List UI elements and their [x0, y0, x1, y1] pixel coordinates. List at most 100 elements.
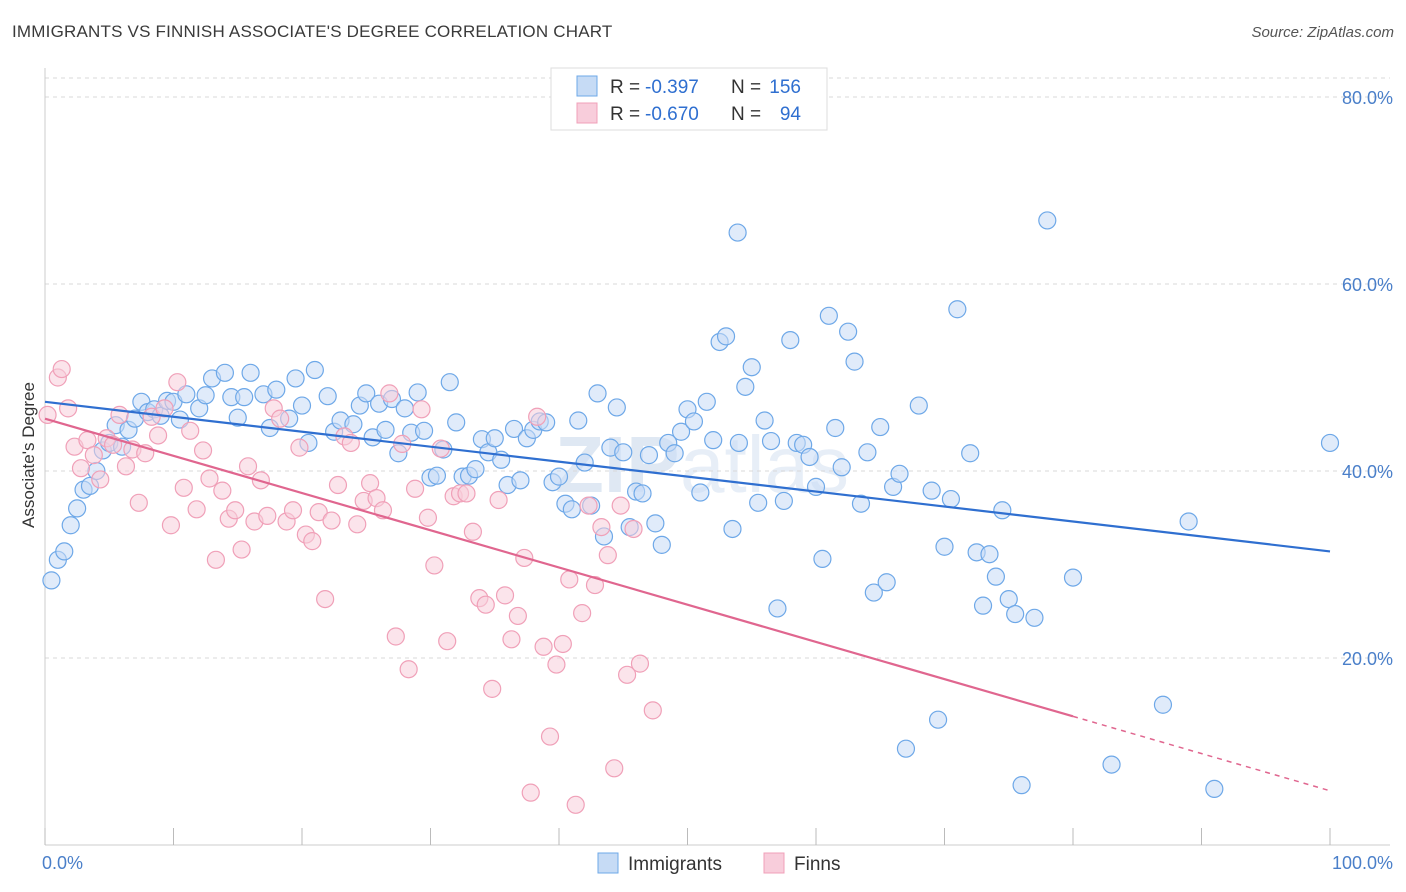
immigrants-point — [607, 398, 626, 417]
series-legend: Immigrants Finns — [597, 852, 840, 875]
immigrants-point — [376, 420, 395, 439]
immigrants-point — [639, 446, 659, 465]
immigrants-point — [819, 306, 838, 325]
immigrants-point — [1320, 433, 1340, 453]
immigrants-point — [736, 377, 755, 396]
immigrants-point — [928, 710, 948, 729]
finns-point — [476, 595, 495, 614]
finns-point — [155, 399, 174, 418]
immigrants-point — [511, 471, 530, 490]
finns-point — [495, 586, 515, 605]
immigrants-point — [305, 360, 324, 380]
legend-swatch-immigrants — [576, 75, 598, 97]
finns-point — [238, 457, 258, 476]
finns-point — [283, 501, 303, 520]
y-tick-label-40: 40.0% — [1342, 462, 1393, 482]
immigrants-point — [922, 481, 941, 500]
chart-title: IMMIGRANTS VS FINNISH ASSOCIATE'S DEGREE… — [12, 22, 613, 41]
immigrants-point — [1063, 568, 1083, 587]
immigrants-point — [697, 392, 716, 411]
immigrants-point — [768, 599, 787, 618]
immigrants-point — [485, 429, 504, 448]
immigrants-point — [447, 413, 466, 432]
x-ticks — [44, 828, 1331, 845]
legend-r-label-1: R = — [610, 77, 640, 98]
immigrants-point — [774, 491, 793, 511]
legend-n-value-1: 156 — [769, 77, 801, 98]
finns-point — [573, 604, 592, 623]
immigrants-point — [845, 352, 864, 371]
immigrants-point — [292, 396, 312, 415]
finns-point — [502, 630, 521, 649]
immigrants-point — [858, 443, 877, 462]
finns-point — [489, 490, 508, 510]
immigrants-point — [755, 411, 774, 430]
immigrants-point — [241, 363, 260, 382]
finns-trend-line-extension — [1072, 715, 1331, 792]
finns-point — [91, 470, 110, 489]
immigrants-point — [896, 739, 916, 758]
finns-point — [399, 660, 418, 679]
immigrants-point — [357, 384, 376, 403]
finns-point — [618, 665, 637, 684]
finns-point — [290, 438, 309, 457]
finns-point — [566, 795, 585, 814]
finns-point — [84, 446, 103, 465]
legend-r-value-1: -0.397 — [645, 77, 699, 98]
finns-point — [129, 493, 148, 512]
finns-point — [483, 679, 502, 698]
finns-point — [148, 426, 168, 445]
immigrants-point — [504, 419, 524, 439]
immigrants-points — [42, 211, 1340, 799]
immigrants-point — [562, 500, 581, 519]
x-tick-label-start: 0.0% — [42, 853, 83, 873]
immigrants-point — [440, 373, 459, 392]
finns-point — [534, 637, 553, 656]
legend-r-value-2: -0.670 — [645, 104, 699, 125]
y-tick-label-20: 20.0% — [1342, 649, 1393, 669]
immigrants-point — [1179, 512, 1198, 531]
immigrants-point — [633, 484, 652, 503]
finns-point — [425, 556, 444, 575]
immigrants-point — [761, 431, 781, 451]
y-tick-label-60: 60.0% — [1342, 275, 1393, 295]
immigrants-point — [749, 493, 768, 512]
immigrants-point — [704, 431, 723, 450]
immigrants-point — [877, 573, 896, 592]
finns-point — [316, 589, 335, 609]
immigrants-point — [1205, 779, 1224, 799]
finns-point — [271, 409, 290, 428]
immigrants-point — [948, 300, 967, 319]
finns-point — [174, 478, 193, 497]
finns-point — [579, 496, 598, 515]
finns-point — [380, 384, 399, 403]
immigrants-point — [196, 386, 215, 405]
bottom-legend-swatch-immigrants — [597, 852, 619, 874]
finns-point — [328, 475, 348, 495]
finns-point — [116, 457, 136, 476]
finns-point — [181, 421, 200, 440]
finns-point — [258, 506, 277, 525]
immigrants-point — [716, 327, 736, 346]
finns-point — [348, 515, 367, 534]
immigrants-point — [466, 460, 485, 479]
trend-lines — [44, 400, 1331, 792]
immigrants-point — [742, 358, 761, 377]
finns-point — [521, 783, 540, 802]
immigrants-point — [684, 412, 704, 431]
immigrants-point — [569, 411, 588, 430]
immigrants-point — [665, 444, 684, 463]
finns-point — [605, 759, 624, 778]
finns-point — [598, 546, 617, 565]
finns-point — [457, 484, 476, 503]
finns-point — [611, 496, 630, 515]
immigrants-point — [691, 483, 710, 502]
immigrants-point — [993, 501, 1012, 520]
immigrants-point — [414, 421, 434, 440]
immigrants-point — [813, 549, 832, 568]
immigrants-point — [980, 545, 999, 564]
finns-point — [547, 655, 566, 674]
finns-point — [59, 399, 78, 418]
immigrants-point — [395, 399, 414, 418]
axes — [44, 68, 1390, 846]
